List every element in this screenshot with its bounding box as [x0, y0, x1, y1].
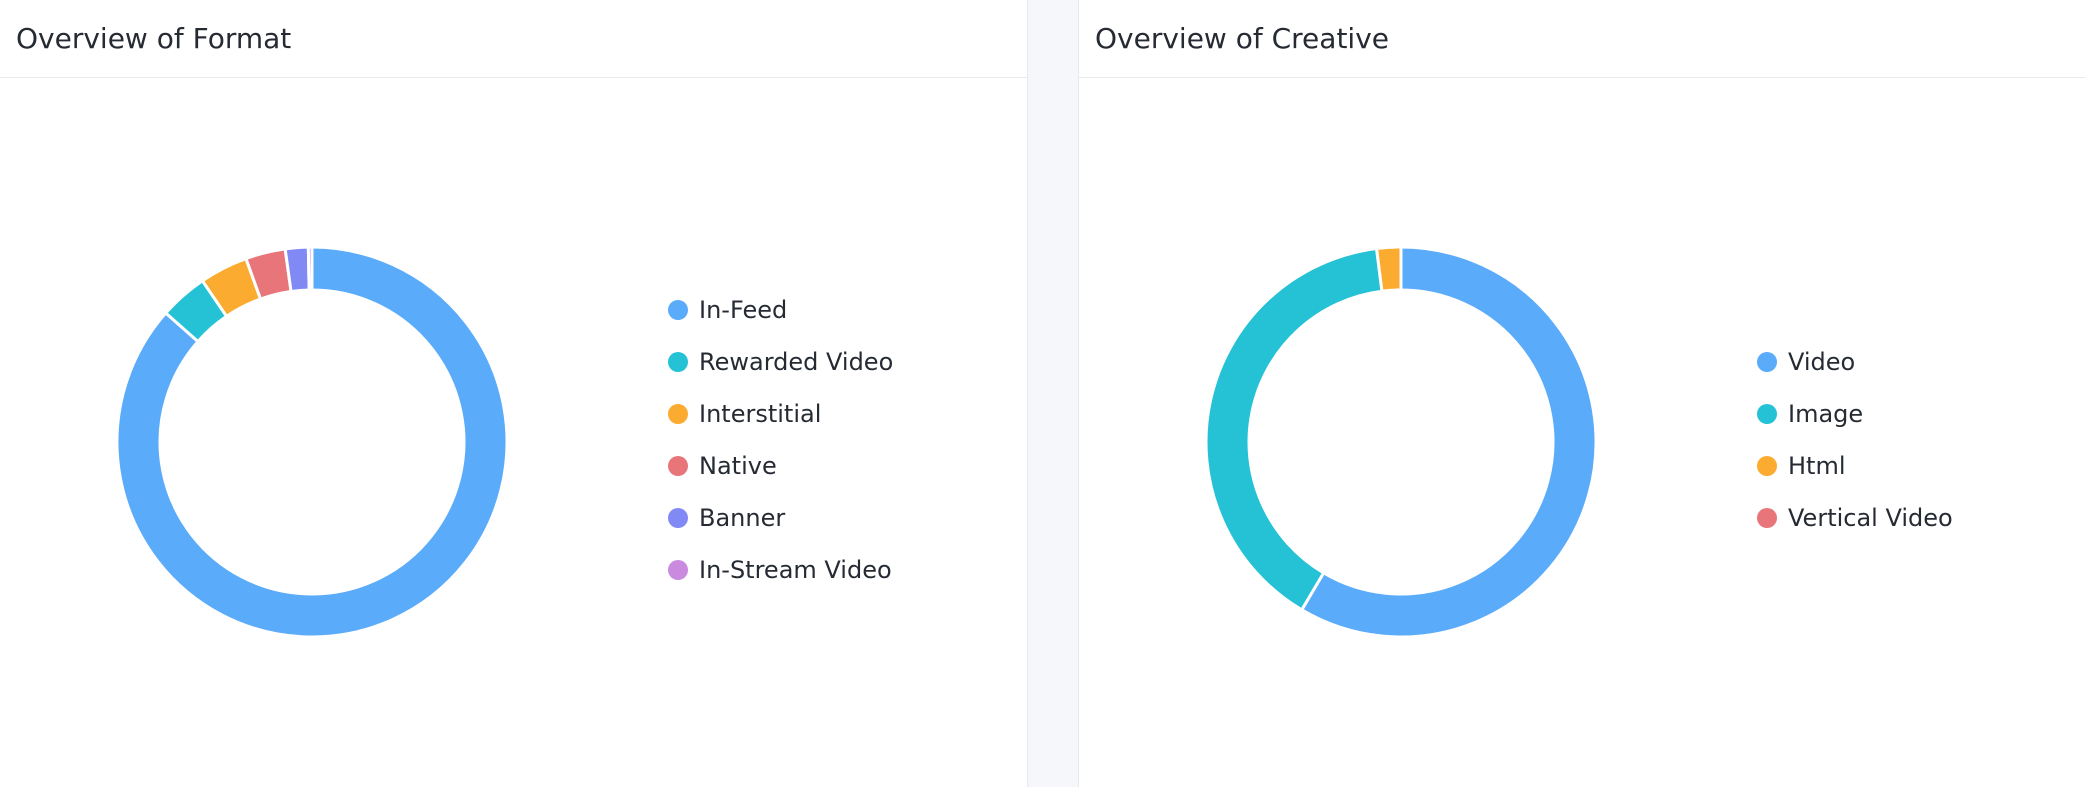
legend-swatch [668, 560, 688, 580]
donut-slice-in-stream-video[interactable] [306, 245, 314, 292]
format-panel-header: Overview of Format [0, 0, 1027, 78]
creative-panel-title: Overview of Creative [1095, 22, 1389, 55]
creative-panel: Overview of Creative Video Image Html Verti… [1078, 0, 2085, 787]
legend-item-in-stream-video[interactable]: In-Stream Video [668, 544, 893, 596]
format-donut-chart [115, 245, 509, 639]
legend-swatch [668, 352, 688, 372]
donut-slice-html[interactable] [1374, 245, 1403, 293]
legend-swatch [668, 404, 688, 424]
donut-slice-image[interactable] [1204, 246, 1384, 612]
legend-swatch [668, 300, 688, 320]
donut-slice-banner[interactable] [283, 245, 311, 294]
format-panel: Overview of Format In-Feed Rewarded Video… [0, 0, 1028, 787]
legend-item-in-feed[interactable]: In-Feed [668, 284, 893, 336]
legend-label: In-Stream Video [699, 556, 892, 584]
donut-slice-video[interactable] [1299, 245, 1598, 639]
creative-panel-header: Overview of Creative [1079, 0, 2085, 78]
legend-label: Native [699, 452, 777, 480]
legend-swatch [1757, 404, 1777, 424]
legend-label: Vertical Video [1788, 504, 1953, 532]
legend-item-vertical-video[interactable]: Vertical Video [1757, 492, 1953, 544]
legend-item-rewarded-video[interactable]: Rewarded Video [668, 336, 893, 388]
legend-swatch [1757, 352, 1777, 372]
donut-slice-in-feed[interactable] [115, 245, 509, 639]
legend-item-video[interactable]: Video [1757, 336, 1953, 388]
legend-swatch [668, 508, 688, 528]
creative-donut-chart [1204, 245, 1598, 639]
legend-item-banner[interactable]: Banner [668, 492, 893, 544]
legend-label: Rewarded Video [699, 348, 894, 376]
format-legend: In-Feed Rewarded Video Interstitial Native B… [668, 284, 893, 596]
creative-legend: Video Image Html Vertical Video [1757, 336, 1953, 544]
legend-label: Html [1788, 452, 1846, 480]
legend-label: In-Feed [699, 296, 788, 324]
legend-label: Image [1788, 400, 1864, 428]
legend-label: Banner [699, 504, 786, 532]
legend-item-interstitial[interactable]: Interstitial [668, 388, 893, 440]
legend-item-image[interactable]: Image [1757, 388, 1953, 440]
legend-swatch [1757, 456, 1777, 476]
legend-swatch [1757, 508, 1777, 528]
legend-label: Video [1788, 348, 1856, 376]
legend-item-html[interactable]: Html [1757, 440, 1953, 492]
legend-swatch [668, 456, 688, 476]
legend-label: Interstitial [699, 400, 822, 428]
legend-item-native[interactable]: Native [668, 440, 893, 492]
format-panel-title: Overview of Format [16, 22, 292, 55]
